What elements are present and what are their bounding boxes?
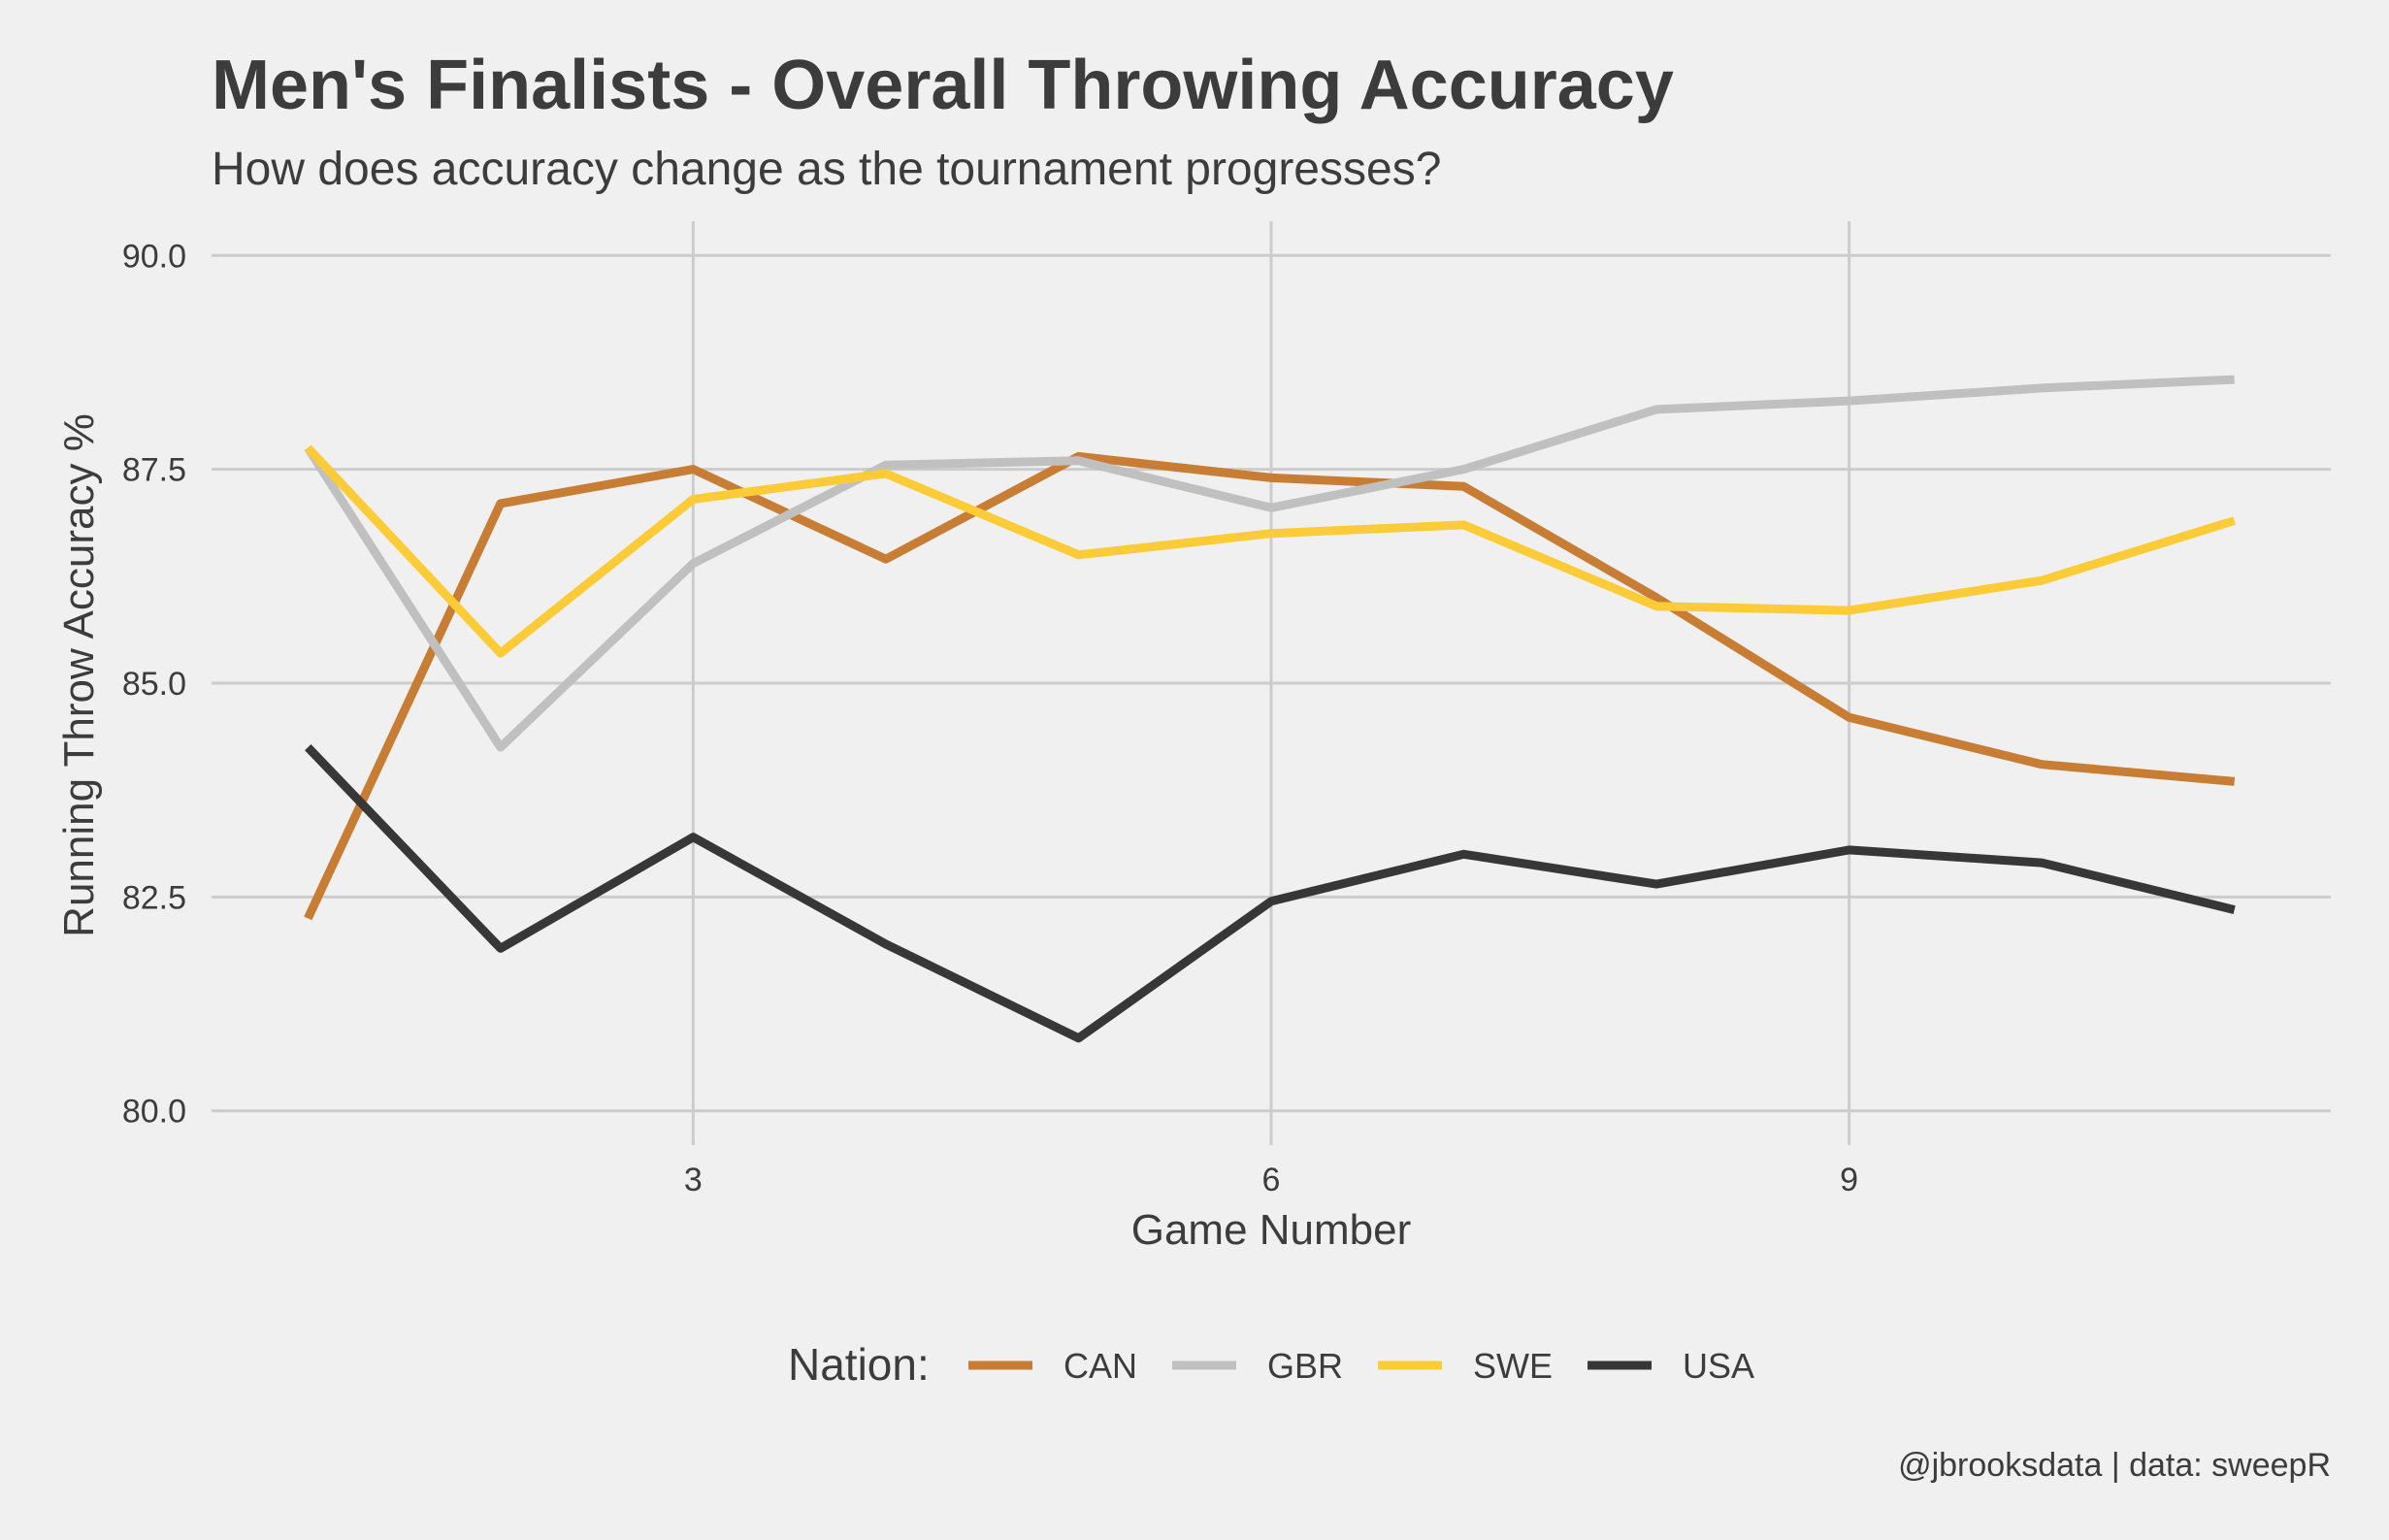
- y-tick-label: 85.0: [122, 666, 186, 703]
- y-axis-ticks: 80.0 82.5 85.0 87.5 90.0: [122, 238, 186, 1130]
- chart-caption: @jbrooksdata | data: sweepR: [1898, 1447, 2331, 1484]
- legend: Nation: CAN GBR SWE USA: [788, 1339, 1754, 1390]
- legend-label-swe: SWE: [1473, 1346, 1553, 1386]
- legend-label-usa: USA: [1683, 1346, 1754, 1386]
- y-tick-label: 87.5: [122, 452, 186, 489]
- x-axis-title: Game Number: [1131, 1206, 1412, 1254]
- series-line-gbr: [304, 375, 2235, 752]
- x-axis-ticks: 3 6 9: [684, 1162, 1858, 1198]
- series-line-swe: [305, 444, 2237, 658]
- y-tick-label: 82.5: [122, 879, 186, 916]
- y-tick-label: 80.0: [122, 1094, 186, 1130]
- legend-label-can: CAN: [1064, 1346, 1137, 1386]
- y-axis-title: Running Throw Accuracy %: [55, 413, 103, 937]
- x-tick-label: 9: [1840, 1162, 1858, 1198]
- x-tick-label: 3: [684, 1162, 703, 1198]
- series-line-can: [304, 451, 2236, 921]
- series-lines: [304, 375, 2237, 1043]
- chart-subtitle: How does accuracy change as the tourname…: [212, 144, 1441, 195]
- legend-items: CAN GBR SWE USA: [968, 1346, 1754, 1386]
- y-tick-label: 90.0: [122, 238, 186, 275]
- x-gridlines: [691, 221, 1851, 1145]
- series-line-usa: [305, 743, 2236, 1043]
- legend-title: Nation:: [788, 1339, 930, 1390]
- x-tick-label: 6: [1262, 1162, 1281, 1198]
- legend-label-gbr: GBR: [1267, 1346, 1343, 1386]
- chart-title: Men's Finalists - Overall Throwing Accur…: [212, 47, 1674, 124]
